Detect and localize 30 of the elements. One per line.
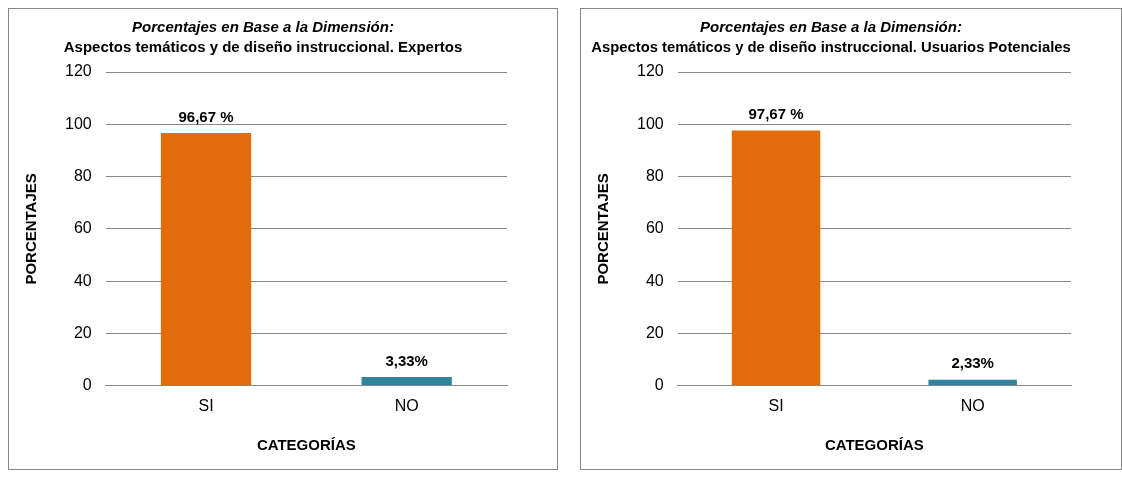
chart-title: Porcentajes en Base a la Dimensión: — [700, 18, 962, 36]
data-label: 2,33% — [951, 354, 994, 372]
chart-subtitle: Aspectos temáticos y de diseño instruccional. Usuarios Potenciales — [591, 39, 1071, 56]
data-label: 3,33% — [385, 351, 428, 369]
y-tick-label: 120 — [64, 62, 92, 80]
y-tick-label: 100 — [64, 114, 92, 132]
y-tick-label: 80 — [645, 167, 664, 185]
y-tick-label: 60 — [645, 219, 664, 237]
x-tick-label: NO — [960, 396, 985, 414]
y-tick-label: 60 — [73, 219, 92, 237]
y-tick-label: 100 — [636, 114, 664, 132]
y-tick-label: 0 — [82, 376, 92, 394]
y-tick-label: 40 — [73, 271, 92, 289]
y-tick-label: 0 — [654, 376, 664, 394]
x-tick-label: SI — [198, 396, 214, 414]
chart-title: Porcentajes en Base a la Dimensión: — [132, 18, 394, 36]
y-axis-title: PORCENTAJES — [22, 173, 40, 285]
x-tick-label: SI — [768, 396, 784, 414]
data-label: 96,67 % — [178, 107, 234, 125]
y-tick-label: 120 — [636, 62, 664, 80]
y-axis-title: PORCENTAJES — [594, 173, 612, 285]
x-axis-title: CATEGORÍAS — [824, 436, 924, 454]
data-label: 97,67 % — [748, 105, 804, 123]
x-axis-title: CATEGORÍAS — [256, 436, 356, 454]
y-tick-label: 20 — [645, 323, 664, 341]
y-tick-label: 40 — [645, 271, 664, 289]
y-tick-label: 20 — [73, 323, 92, 341]
y-tick-label: 80 — [73, 167, 92, 185]
chart-subtitle: Aspectos temáticos y de diseño instruccional. Expertos — [63, 38, 463, 56]
x-tick-label: NO — [394, 396, 419, 414]
